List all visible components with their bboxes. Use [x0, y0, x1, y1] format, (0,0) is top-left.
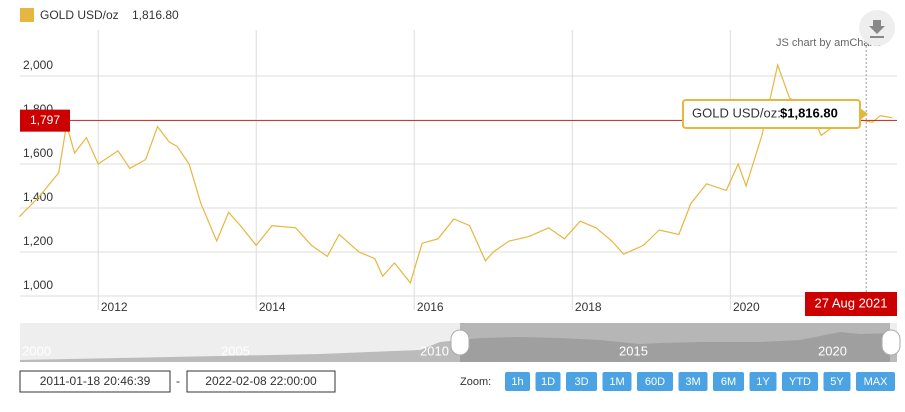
date-to: 2022-02-08 22:00:00	[205, 374, 317, 388]
zoom-label: Zoom:	[460, 376, 491, 388]
navigator-label: 2005	[221, 343, 250, 358]
zoom-button-label: 1h	[511, 376, 523, 388]
zoom-button[interactable]	[856, 372, 895, 391]
y-tick-label: 1,000	[23, 278, 53, 292]
x-tick-label: 2018	[575, 300, 602, 314]
navigator-label: 2000	[22, 343, 51, 358]
legend-label: GOLD USD/oz	[40, 8, 119, 22]
navigator-handle[interactable]	[881, 329, 901, 356]
zoom-button-label: 60D	[645, 376, 665, 388]
cursor-date: 27 Aug 2021	[814, 295, 887, 310]
zoom-button-label: 1M	[609, 376, 624, 388]
download-icon	[869, 20, 885, 34]
navigator-label: 2020	[818, 343, 847, 358]
zoom-button[interactable]	[713, 372, 744, 391]
tooltip-pointer	[860, 108, 868, 120]
date-to-input[interactable]	[186, 370, 336, 393]
x-tick-label: 2020	[733, 300, 760, 314]
zoom-button-label: 5Y	[830, 376, 844, 388]
zoom-button-label: 1D	[541, 376, 555, 388]
zoom-button-label: MAX	[864, 376, 889, 388]
zoom-button[interactable]	[749, 372, 777, 391]
legend-value: 1,816.80	[132, 8, 179, 22]
zoom-button-label: 6M	[721, 376, 736, 388]
zoom-button[interactable]	[505, 372, 530, 391]
zoom-button[interactable]	[566, 372, 597, 391]
zoom-button[interactable]	[678, 372, 708, 391]
cursor-date-box	[805, 292, 897, 316]
legend-swatch	[20, 8, 34, 22]
reference-label-box	[20, 109, 70, 132]
x-tick-label: 2014	[259, 300, 286, 314]
x-tick-label: 2012	[101, 300, 128, 314]
tooltip-name: GOLD USD/oz:	[692, 105, 781, 120]
zoom-button[interactable]	[823, 372, 851, 391]
date-from-input[interactable]	[19, 370, 171, 393]
y-tick-label: 1,200	[23, 234, 53, 248]
zoom-button-label: 1Y	[756, 376, 770, 388]
y-tick-label: 1,600	[23, 146, 53, 160]
navigator-label: 2010	[420, 343, 449, 358]
credit: JS chart by amCharts	[776, 37, 882, 49]
zoom-button-label: 3D	[574, 376, 588, 388]
zoom-button[interactable]	[535, 372, 561, 391]
zoom-button-label: 3M	[685, 376, 700, 388]
zoom-button-label: YTD	[789, 376, 811, 388]
zoom-button[interactable]	[602, 372, 632, 391]
y-tick-label: 2,000	[23, 58, 53, 72]
reference-label: 1,797	[30, 113, 60, 127]
price-line	[18, 62, 893, 285]
x-tick-label: 2016	[417, 300, 444, 314]
date-from: 2011-01-18 20:46:39	[40, 374, 151, 388]
navigator-selection[interactable]	[460, 323, 890, 362]
date-separator: -	[176, 374, 180, 388]
navigator-label: 2015	[619, 343, 648, 358]
zoom-button[interactable]	[637, 372, 673, 391]
zoom-button[interactable]	[782, 372, 818, 391]
tooltip-value: $1,816.80	[780, 105, 838, 120]
navigator-handle[interactable]	[450, 329, 470, 356]
